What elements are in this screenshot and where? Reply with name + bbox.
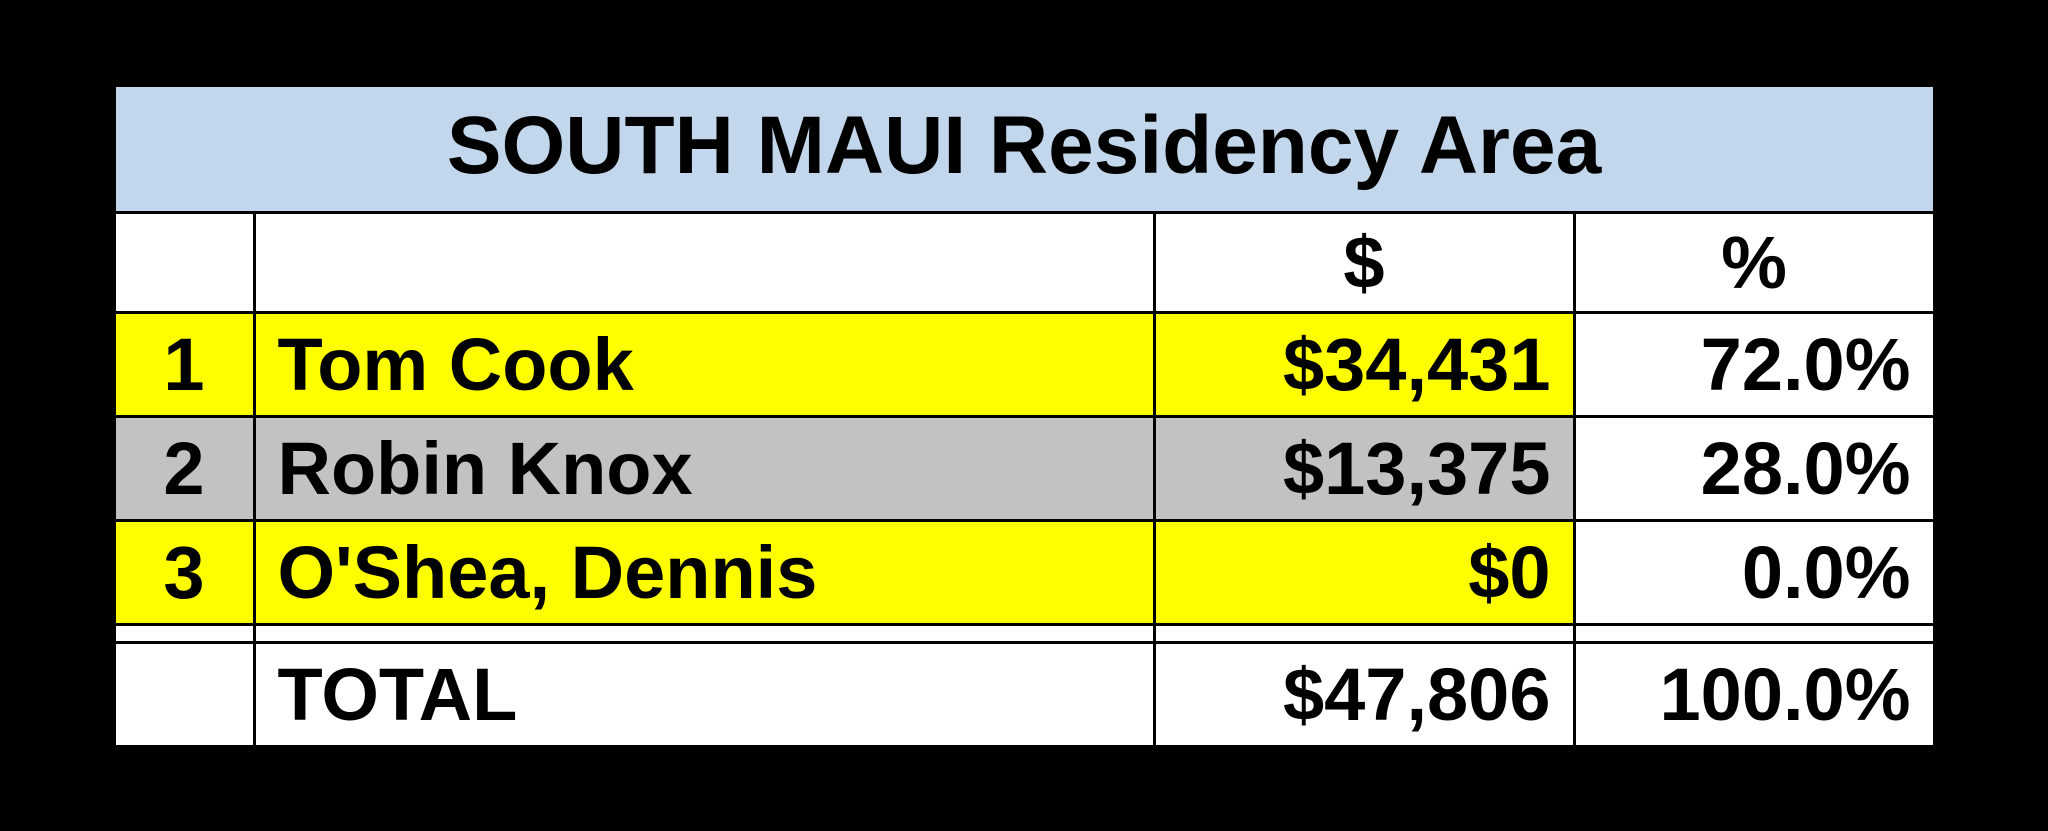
- total-label: TOTAL: [254, 642, 1154, 746]
- header-blank-rank: [114, 212, 254, 312]
- total-dollar: $47,806: [1154, 642, 1574, 746]
- header-percent: %: [1574, 212, 1934, 312]
- cell-rank: 2: [114, 416, 254, 520]
- table-row: 1 Tom Cook $34,431 72.0%: [114, 312, 1934, 416]
- header-row: $ %: [114, 212, 1934, 312]
- cell-dollar: $13,375: [1154, 416, 1574, 520]
- header-blank-name: [254, 212, 1154, 312]
- cell-name: O'Shea, Dennis: [254, 520, 1154, 624]
- title-row: SOUTH MAUI Residency Area: [114, 85, 1934, 212]
- cell-name: Robin Knox: [254, 416, 1154, 520]
- total-percent: 100.0%: [1574, 642, 1934, 746]
- cell-rank: 3: [114, 520, 254, 624]
- total-row: TOTAL $47,806 100.0%: [114, 642, 1934, 746]
- cell-dollar: $34,431: [1154, 312, 1574, 416]
- header-dollar: $: [1154, 212, 1574, 312]
- cell-percent: 28.0%: [1574, 416, 1934, 520]
- table-row: 2 Robin Knox $13,375 28.0%: [114, 416, 1934, 520]
- table-title: SOUTH MAUI Residency Area: [114, 85, 1934, 212]
- cell-name: Tom Cook: [254, 312, 1154, 416]
- cell-rank: 1: [114, 312, 254, 416]
- cell-percent: 72.0%: [1574, 312, 1934, 416]
- spacer-row: [114, 624, 1934, 642]
- cell-percent: 0.0%: [1574, 520, 1934, 624]
- cell-dollar: $0: [1154, 520, 1574, 624]
- table-row: 3 O'Shea, Dennis $0 0.0%: [114, 520, 1934, 624]
- table-outer: SOUTH MAUI Residency Area $ % 1 Tom Cook…: [113, 84, 1936, 748]
- total-blank: [114, 642, 254, 746]
- residency-table: SOUTH MAUI Residency Area $ % 1 Tom Cook…: [113, 84, 1936, 748]
